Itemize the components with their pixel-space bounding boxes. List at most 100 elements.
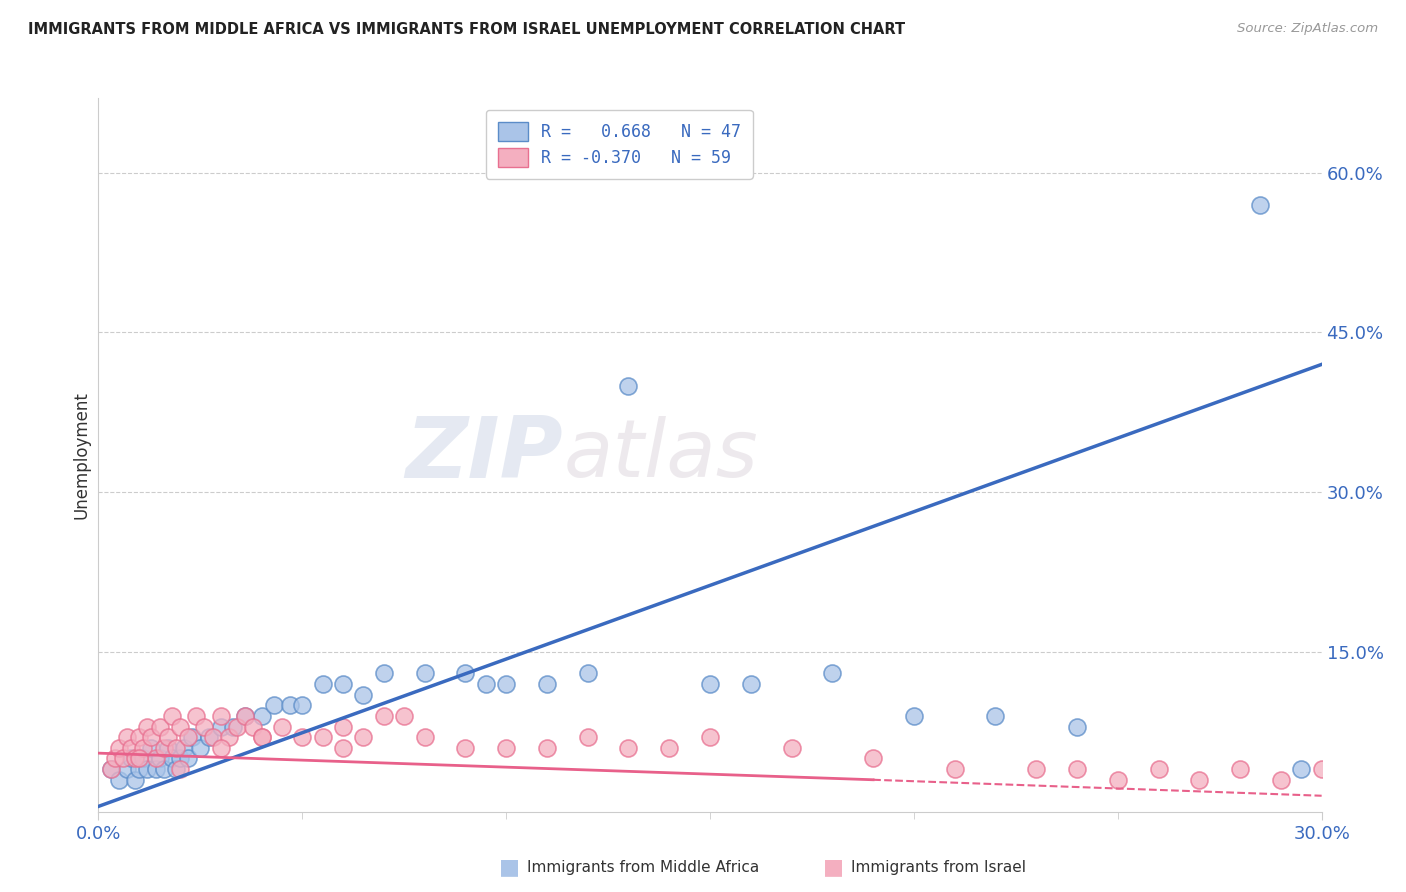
Point <box>218 730 240 744</box>
Point <box>536 677 558 691</box>
Point <box>115 762 138 776</box>
Point <box>278 698 301 713</box>
Point <box>111 751 134 765</box>
Legend: R =   0.668   N = 47, R = -0.370   N = 59: R = 0.668 N = 47, R = -0.370 N = 59 <box>486 110 752 178</box>
Point <box>145 751 167 765</box>
Point <box>233 709 256 723</box>
Y-axis label: Unemployment: Unemployment <box>72 391 90 519</box>
Point <box>124 751 146 765</box>
Point <box>658 740 681 755</box>
Point <box>1066 719 1088 733</box>
Point <box>454 740 477 755</box>
Point <box>149 719 172 733</box>
Text: ■: ■ <box>823 857 844 877</box>
Point <box>413 666 436 681</box>
Point <box>392 709 416 723</box>
Point <box>332 740 354 755</box>
Text: IMMIGRANTS FROM MIDDLE AFRICA VS IMMIGRANTS FROM ISRAEL UNEMPLOYMENT CORRELATION: IMMIGRANTS FROM MIDDLE AFRICA VS IMMIGRA… <box>28 22 905 37</box>
Point <box>128 730 150 744</box>
Point <box>454 666 477 681</box>
Point <box>474 677 498 691</box>
Point <box>373 709 395 723</box>
Point <box>120 751 142 765</box>
Text: ■: ■ <box>499 857 520 877</box>
Point <box>128 751 150 765</box>
Point <box>495 677 517 691</box>
Point <box>233 709 256 723</box>
Point <box>576 666 599 681</box>
Point <box>160 709 183 723</box>
Point <box>177 751 200 765</box>
Point <box>132 751 155 765</box>
Point <box>108 772 131 787</box>
Point <box>699 730 721 744</box>
Point <box>1310 762 1333 776</box>
Point <box>156 740 179 755</box>
Point <box>100 762 122 776</box>
Point <box>291 698 314 713</box>
Point <box>1291 762 1313 776</box>
Point <box>332 719 354 733</box>
Point <box>617 378 640 392</box>
Point <box>270 719 294 733</box>
Point <box>197 730 219 744</box>
Point <box>160 751 183 765</box>
Point <box>177 730 200 744</box>
Point <box>222 719 245 733</box>
Point <box>373 666 395 681</box>
Point <box>699 677 721 691</box>
Point <box>186 709 208 723</box>
Text: atlas: atlas <box>564 416 758 494</box>
Point <box>104 751 127 765</box>
Text: Source: ZipAtlas.com: Source: ZipAtlas.com <box>1237 22 1378 36</box>
Point <box>740 677 762 691</box>
Point <box>193 719 215 733</box>
Point <box>165 762 187 776</box>
Point <box>209 740 232 755</box>
Point <box>209 719 232 733</box>
Point <box>141 730 163 744</box>
Point <box>291 730 314 744</box>
Point <box>169 751 191 765</box>
Point <box>1147 762 1170 776</box>
Point <box>312 730 335 744</box>
Point <box>120 740 142 755</box>
Point <box>124 772 146 787</box>
Point <box>173 740 195 755</box>
Point <box>495 740 517 755</box>
Point <box>617 740 640 755</box>
Point <box>413 730 436 744</box>
Point <box>188 740 212 755</box>
Point <box>903 709 925 723</box>
Point <box>209 709 232 723</box>
Point <box>943 762 966 776</box>
Point <box>141 740 163 755</box>
Point <box>169 719 191 733</box>
Point <box>1249 197 1271 211</box>
Point <box>145 762 167 776</box>
Point <box>226 719 249 733</box>
Point <box>352 688 374 702</box>
Point <box>1066 762 1088 776</box>
Point <box>100 762 122 776</box>
Point <box>312 677 335 691</box>
Point <box>1229 762 1251 776</box>
Point <box>165 740 187 755</box>
Point <box>136 719 159 733</box>
Point <box>169 762 191 776</box>
Text: Immigrants from Middle Africa: Immigrants from Middle Africa <box>527 860 759 874</box>
Point <box>1025 762 1047 776</box>
Point <box>250 730 273 744</box>
Point <box>128 762 150 776</box>
Point <box>242 719 264 733</box>
Point <box>181 730 204 744</box>
Point <box>250 730 273 744</box>
Point <box>1107 772 1129 787</box>
Point <box>536 740 558 755</box>
Point <box>149 751 172 765</box>
Point <box>136 762 159 776</box>
Point <box>263 698 285 713</box>
Point <box>576 730 599 744</box>
Point <box>156 730 179 744</box>
Point <box>821 666 844 681</box>
